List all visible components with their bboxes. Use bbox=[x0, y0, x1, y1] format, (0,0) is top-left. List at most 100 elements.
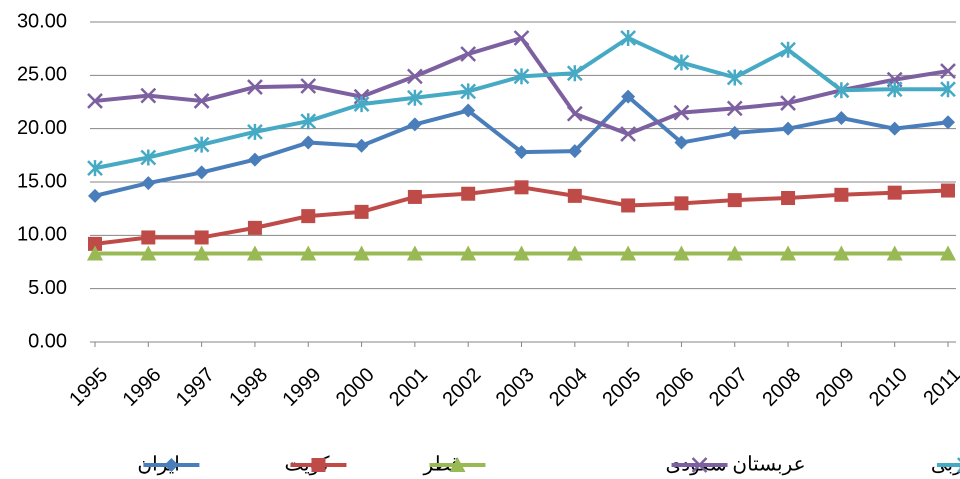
marker bbox=[407, 117, 422, 132]
marker bbox=[193, 93, 210, 109]
marker bbox=[300, 78, 317, 94]
x-tick-label: 2006 bbox=[652, 364, 699, 411]
marker bbox=[140, 149, 157, 166]
marker bbox=[726, 69, 743, 86]
marker bbox=[247, 220, 262, 235]
marker bbox=[726, 100, 743, 117]
marker bbox=[141, 230, 156, 245]
legend-item: امارات متحده عربی bbox=[931, 453, 960, 475]
marker bbox=[726, 245, 743, 261]
marker bbox=[87, 93, 103, 109]
marker bbox=[673, 245, 690, 261]
marker bbox=[513, 30, 530, 46]
marker bbox=[140, 245, 157, 261]
marker bbox=[300, 245, 317, 261]
marker bbox=[353, 96, 370, 113]
marker bbox=[941, 115, 955, 130]
marker bbox=[194, 165, 209, 180]
marker bbox=[621, 89, 636, 104]
marker bbox=[247, 152, 262, 167]
y-tick-label: 10.00 bbox=[17, 224, 67, 246]
marker bbox=[887, 121, 902, 136]
x-tick-label: 2001 bbox=[385, 364, 432, 411]
marker bbox=[781, 121, 796, 136]
marker bbox=[461, 103, 476, 118]
marker bbox=[834, 111, 849, 125]
marker bbox=[621, 198, 636, 213]
x-tick-label: 1995 bbox=[65, 364, 112, 411]
marker bbox=[620, 30, 637, 46]
marker bbox=[88, 188, 102, 203]
marker bbox=[780, 245, 797, 261]
marker bbox=[727, 125, 742, 140]
marker bbox=[514, 180, 529, 195]
marker bbox=[88, 236, 102, 251]
marker bbox=[567, 188, 582, 203]
x-tick-label: 1999 bbox=[278, 364, 325, 411]
marker bbox=[406, 89, 423, 106]
marker bbox=[460, 83, 477, 100]
marker bbox=[513, 245, 530, 261]
marker bbox=[406, 68, 423, 85]
marker bbox=[460, 245, 477, 261]
series-line bbox=[94, 36, 949, 136]
marker bbox=[354, 204, 369, 219]
marker bbox=[513, 68, 530, 85]
marker bbox=[780, 95, 796, 111]
marker bbox=[353, 245, 370, 261]
legend-item: کویت bbox=[284, 453, 347, 475]
marker bbox=[566, 65, 583, 82]
x-tick-label: 2005 bbox=[598, 364, 645, 411]
marker bbox=[674, 135, 689, 150]
marker bbox=[246, 245, 263, 261]
marker bbox=[461, 186, 476, 201]
x-tick-label: 1996 bbox=[119, 364, 166, 411]
marker bbox=[194, 230, 209, 245]
x-tick-label: 2008 bbox=[758, 364, 805, 411]
marker bbox=[567, 144, 582, 159]
x-tick-label: 2003 bbox=[492, 364, 539, 411]
x-tick-label: 2004 bbox=[545, 364, 592, 411]
x-tick-label: 2010 bbox=[865, 364, 912, 411]
legend-item: قطر bbox=[422, 453, 486, 475]
marker bbox=[620, 245, 637, 261]
marker bbox=[300, 113, 317, 130]
x-tick-label: 1997 bbox=[172, 364, 219, 411]
marker bbox=[514, 145, 529, 160]
marker bbox=[566, 105, 583, 122]
marker bbox=[886, 245, 903, 261]
x-tick-label: 2007 bbox=[705, 364, 752, 411]
marker bbox=[941, 183, 955, 198]
marker bbox=[164, 458, 179, 472]
marker bbox=[87, 160, 103, 177]
legend-item: عربستان سعودی bbox=[666, 453, 806, 475]
y-tick-label: 30.00 bbox=[17, 10, 67, 32]
marker bbox=[460, 46, 477, 62]
y-tick-label: 15.00 bbox=[17, 170, 67, 192]
marker bbox=[354, 138, 369, 153]
marker bbox=[834, 187, 849, 202]
marker bbox=[886, 81, 903, 98]
marker bbox=[141, 176, 156, 191]
marker bbox=[193, 136, 210, 153]
x-tick-label: 1998 bbox=[225, 364, 272, 411]
y-tick-label: 5.00 bbox=[28, 277, 67, 299]
marker bbox=[407, 189, 422, 204]
marker bbox=[87, 245, 103, 261]
x-tick-label: 2000 bbox=[332, 364, 379, 411]
marker bbox=[193, 245, 210, 261]
marker bbox=[406, 245, 423, 261]
marker bbox=[673, 54, 690, 71]
marker bbox=[833, 245, 850, 261]
marker bbox=[691, 457, 708, 473]
marker bbox=[140, 87, 157, 104]
marker bbox=[833, 82, 850, 99]
marker bbox=[620, 126, 637, 142]
x-tick-label: 2009 bbox=[812, 364, 859, 411]
y-tick-label: 25.00 bbox=[17, 64, 67, 86]
legend-item: ایران bbox=[137, 453, 200, 475]
marker bbox=[449, 457, 466, 472]
marker bbox=[940, 245, 956, 261]
marker bbox=[940, 81, 956, 98]
